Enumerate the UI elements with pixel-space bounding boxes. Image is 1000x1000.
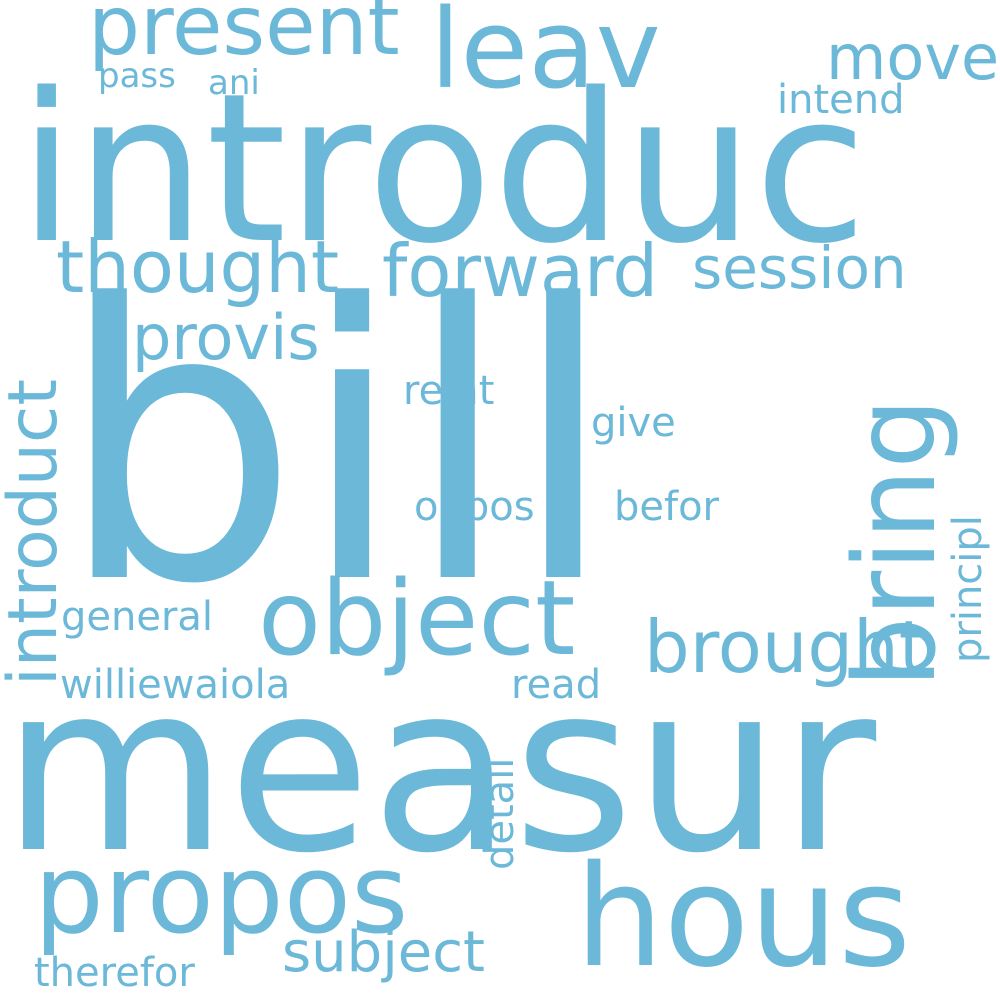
word-befor: befor	[614, 484, 719, 530]
word-relat: relat	[403, 368, 495, 414]
word-provis: provis	[132, 301, 320, 374]
word-forward: forward	[382, 229, 659, 313]
word-principl: principl	[945, 515, 991, 663]
word-therefor: therefor	[34, 950, 195, 996]
word-brought: brought	[644, 605, 927, 689]
word-bill: bill	[58, 224, 616, 667]
word-williewaiola: williewaiola	[60, 662, 291, 708]
word-intend: intend	[777, 77, 905, 123]
word-give: give	[591, 400, 676, 446]
word-read: read	[511, 662, 602, 708]
word-move: move	[826, 21, 1000, 94]
word-detail: detail	[477, 757, 523, 870]
word-thought: thought	[56, 225, 340, 309]
word-present: present	[88, 0, 400, 74]
word-general: general	[61, 594, 214, 640]
word-propos: propos	[34, 830, 409, 958]
word-ani: ani	[208, 63, 260, 103]
word-session: session	[692, 234, 907, 302]
word-pass: pass	[98, 56, 176, 96]
word-hous: hous	[575, 836, 912, 999]
word-object: object	[258, 559, 576, 679]
word-oppos: oppos	[414, 484, 535, 530]
word-subject: subject	[282, 920, 485, 985]
word-leav: leav	[430, 0, 661, 113]
word-measur: measur	[2, 634, 877, 904]
word-introduct: introduct	[0, 378, 73, 686]
word-introduc: introduc	[18, 49, 868, 289]
